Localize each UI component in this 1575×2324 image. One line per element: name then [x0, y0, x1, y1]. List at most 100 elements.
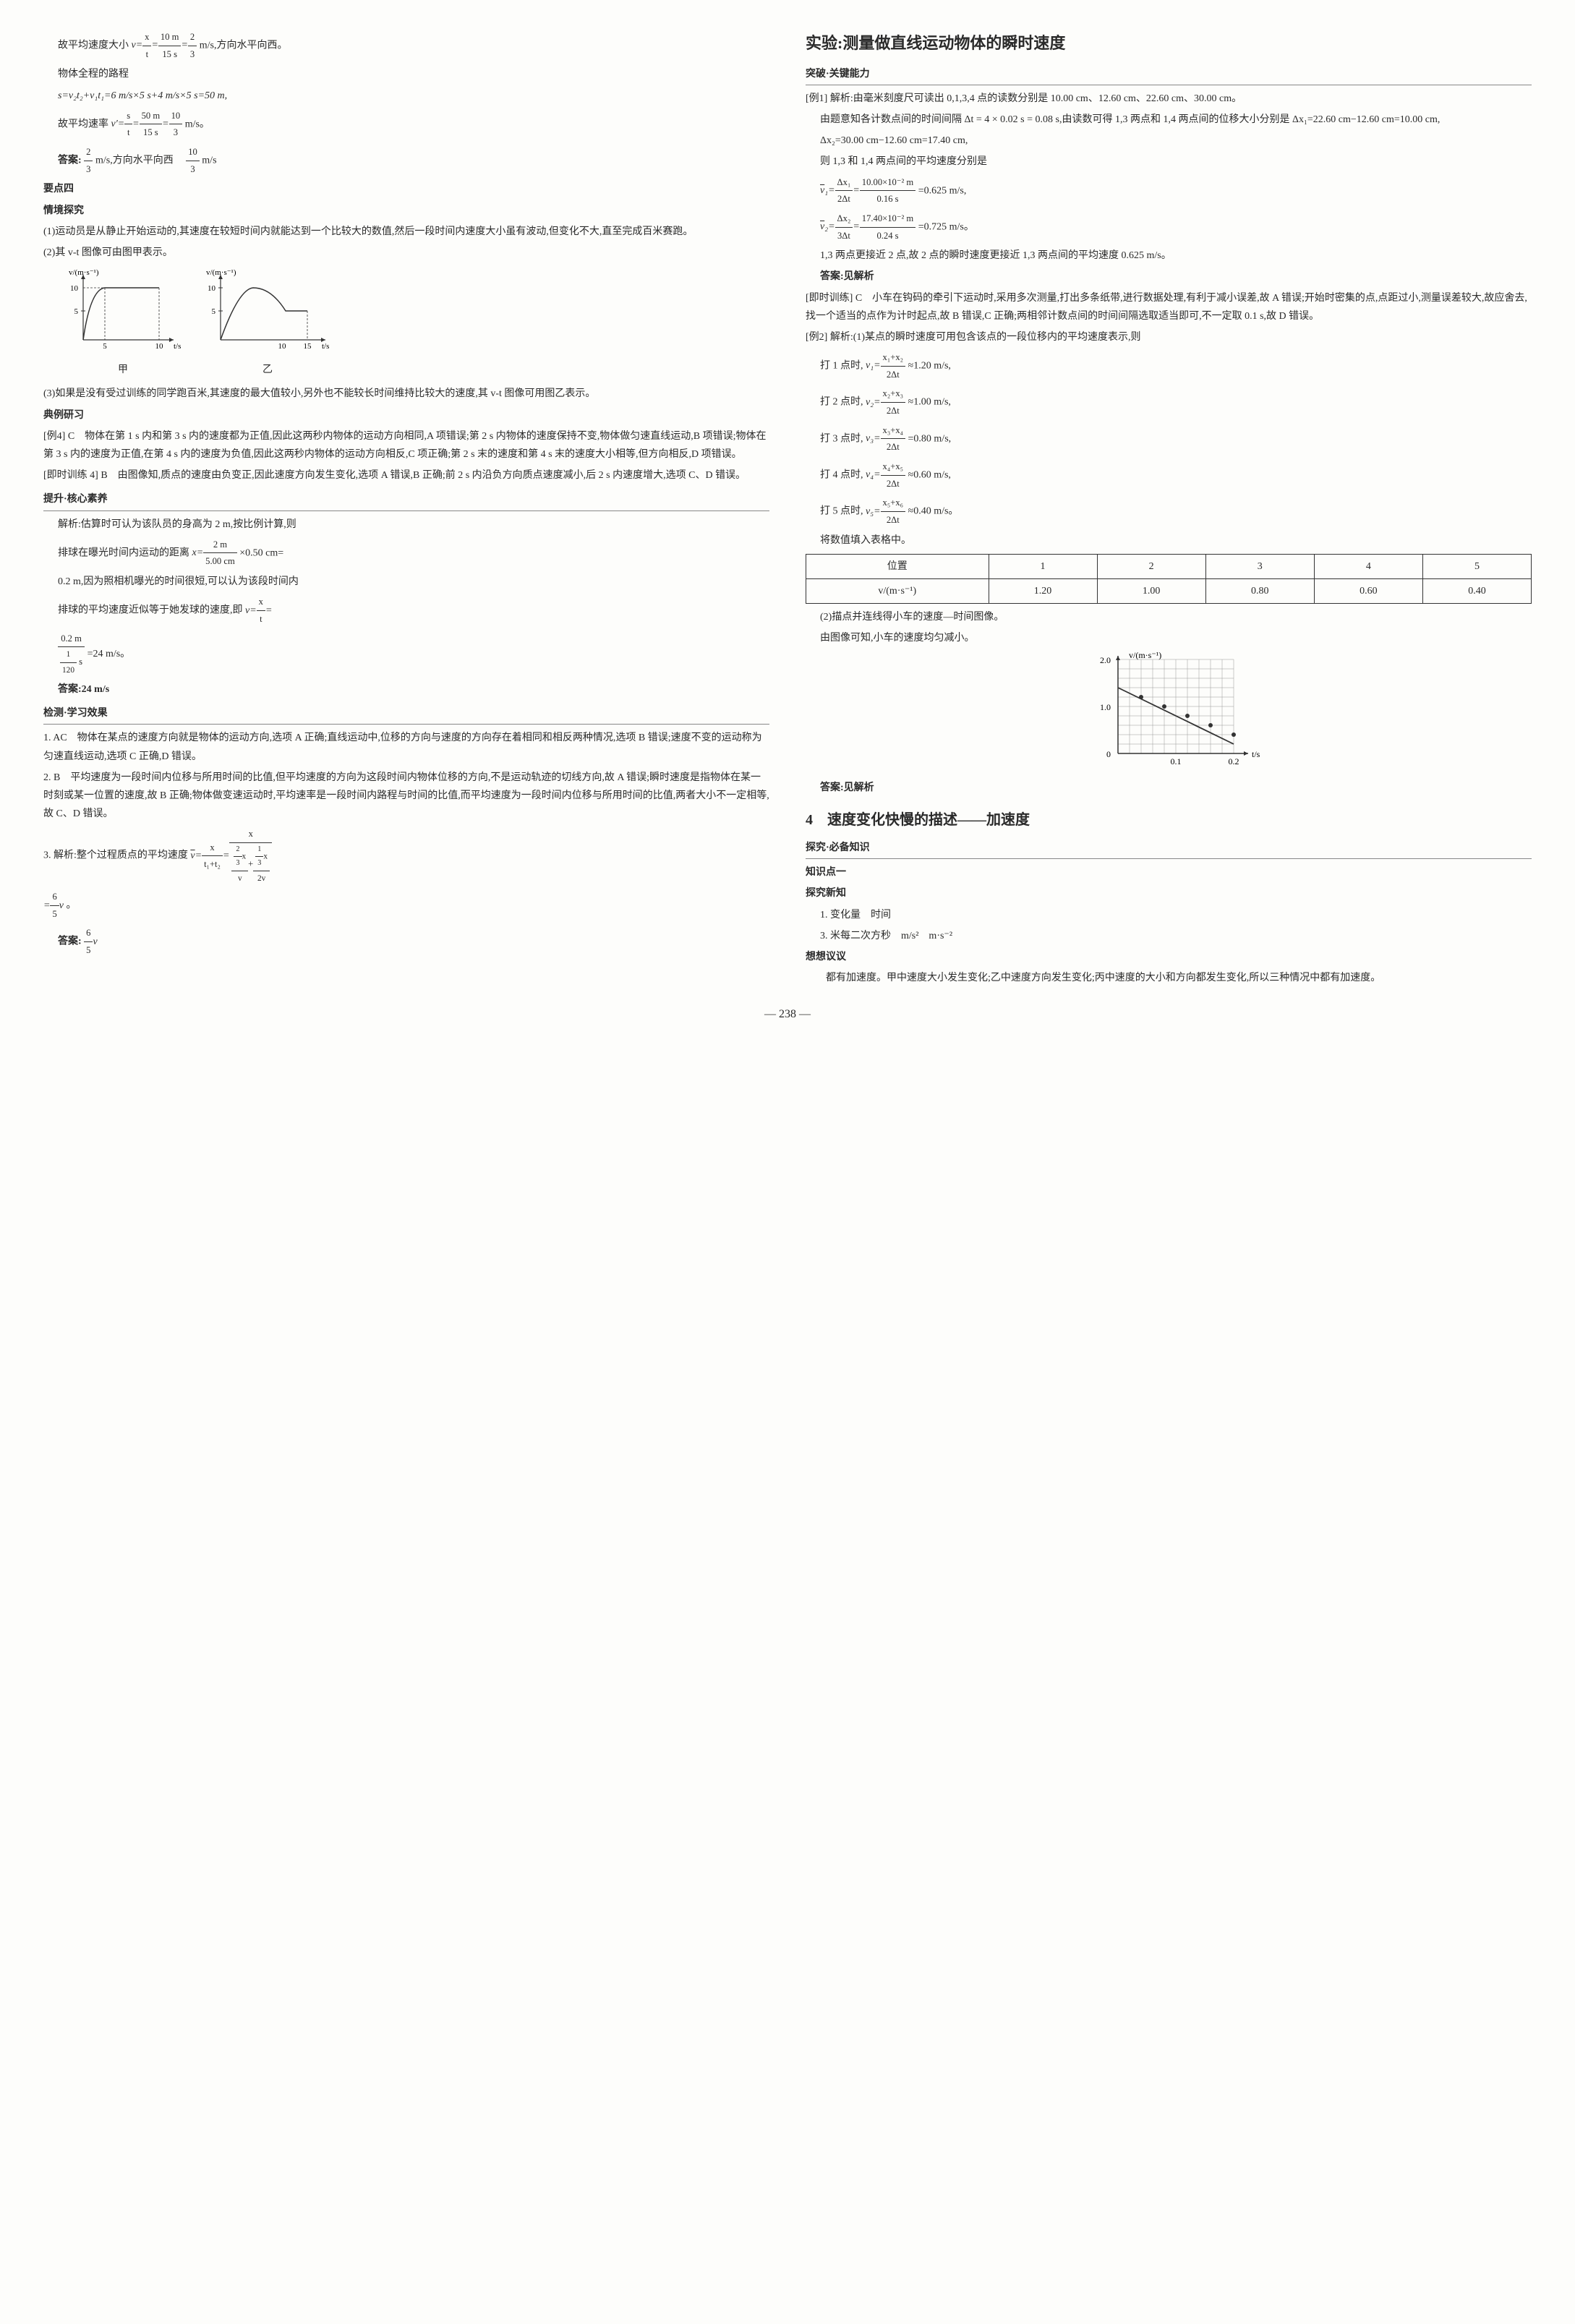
formula: 103: [186, 155, 200, 166]
formula: v₅=x₅+x₆2Δt: [866, 506, 905, 517]
formula: x=2 m5.00 cm: [192, 547, 237, 558]
text: 故平均速率: [58, 119, 111, 129]
formula-line: 0.2 m1120 s =24 m/s。: [43, 631, 769, 678]
table-header: 位置: [806, 554, 989, 578]
text: 打 1 点时,: [820, 360, 863, 371]
question-text: 2. B 平均速度为一段时间内位移与所用时间的比值,但平均速度的方向为这段时间内…: [43, 769, 769, 824]
formula: 0.2 m1120 s: [58, 649, 85, 659]
text-line: 由图像可知,小车的速度均匀减小。: [806, 629, 1532, 647]
text: =0.80 m/s,: [908, 433, 952, 444]
axis-tick: 10: [278, 342, 287, 351]
text: 故平均速度大小: [58, 40, 132, 51]
heading: 情境探究: [43, 202, 769, 220]
axis-label: t/s: [1252, 749, 1260, 759]
answer-line: 答案:见解析: [806, 779, 1532, 797]
axis-tick: 10: [70, 284, 79, 293]
example-text: [例2] 解析:(1)某点的瞬时速度可用包含该点的一段位移内的平均速度表示,则: [806, 328, 1532, 346]
vt-graph-container: 2.0 1.0 0 0.1 0.2 t/s v/(m·s⁻¹): [806, 652, 1532, 774]
table-cell: 1.00: [1097, 579, 1205, 604]
example-text: [例1] 解析:由毫米刻度尺可读出 0,1,3,4 点的读数分别是 10.00 …: [806, 90, 1532, 108]
section-heading: 探究·必备知识: [806, 839, 1532, 859]
section-heading: 提升·核心素养: [43, 490, 769, 510]
training-text: [即时训练] C 小车在钩码的牵引下运动时,采用多次测量,打出多条纸带,进行数据…: [806, 289, 1532, 325]
right-column: 实验:测量做直线运动物体的瞬时速度 突破·关键能力 [例1] 解析:由毫米刻度尺…: [806, 29, 1532, 990]
text: 排球在曝光时间内运动的距离: [58, 547, 192, 558]
heading: 想想议议: [806, 948, 1532, 966]
axis-tick: 5: [212, 307, 216, 316]
text: ≈0.60 m/s,: [908, 469, 951, 480]
answer-line: 答案: 65v: [43, 925, 769, 958]
formula-line: 打 3 点时, v₃=x₃+x₄2Δt =0.80 m/s,: [806, 422, 1532, 456]
axis-tick: 0.2: [1229, 756, 1239, 766]
table-cell: 0.60: [1314, 579, 1422, 604]
formula: v=xt=10 m15 s=23: [132, 40, 197, 51]
experiment-title: 实验:测量做直线运动物体的瞬时速度: [806, 29, 1532, 58]
vt-graph-jia-svg: 10 5 5 10 t/s v/(m·s⁻¹): [65, 268, 181, 354]
axis-tick: 0.1: [1171, 756, 1182, 766]
formula-line: v₂=Δx₂3Δt=17.40×10⁻² m0.24 s =0.725 m/s。: [806, 210, 1532, 244]
graph-jia: 10 5 5 10 t/s v/(m·s⁻¹) 甲: [65, 268, 181, 379]
text-line: 则 1,3 和 1,4 两点间的平均速度分别是: [806, 153, 1532, 171]
text: ×0.50 cm=: [239, 547, 283, 558]
table-header: 2: [1097, 554, 1205, 578]
axis-tick: 15: [304, 342, 312, 351]
text: ≈0.40 m/s。: [908, 506, 959, 517]
graph-pair: 10 5 5 10 t/s v/(m·s⁻¹) 甲: [65, 268, 769, 379]
heading: 知识点一: [806, 863, 1532, 881]
formula-line: v₁=Δx₁2Δt=10.00×10⁻² m0.16 s =0.625 m/s,: [806, 174, 1532, 208]
table-row: 位置 1 2 3 4 5: [806, 554, 1532, 578]
formula: v₁=x₁+x₂2Δt: [866, 360, 905, 371]
analysis-text: 解析:估算时可认为该队员的身高为 2 m,按比例计算,则: [43, 516, 769, 534]
axis-tick: 1.0: [1100, 702, 1111, 712]
text-line: 1,3 两点更接近 2 点,故 2 点的瞬时速度更接近 1,3 两点间的平均速度…: [806, 247, 1532, 265]
axis-label: t/s: [322, 342, 329, 351]
formula: v′=st=50 m15 s=103: [111, 119, 183, 129]
answer-label: 答案:: [58, 936, 82, 947]
axis-tick: 0: [1106, 749, 1111, 759]
training-text: [即时训练 4] B 由图像知,质点的速度由负变正,因此速度方向发生变化,选项 …: [43, 466, 769, 484]
text-line: Δx₂=30.00 cm−12.60 cm=17.40 cm,: [806, 132, 1532, 150]
formula-line: s=v₂t₂+v₁t₁=6 m/s×5 s+4 m/s×5 s=50 m,: [43, 87, 769, 105]
text: m/s,方向水平向西。: [200, 40, 288, 51]
text: 3. 解析:整个过程质点的平均速度: [43, 850, 188, 861]
text-line: 0.2 m,因为照相机曝光的时间很短,可以认为该段时间内: [43, 573, 769, 591]
graph-caption: 乙: [202, 361, 333, 379]
text: =24 m/s。: [88, 649, 131, 659]
text: m/s,方向水平向西: [95, 155, 184, 166]
text: =0.725 m/s。: [918, 221, 974, 232]
answer-line: 答案:24 m/s: [43, 680, 769, 699]
text: ≈1.20 m/s,: [908, 360, 951, 371]
formula: v₃=x₃+x₄2Δt: [866, 433, 905, 444]
axis-label: t/s: [174, 342, 181, 351]
formula-line: 打 2 点时, v₂=x₂+x₃2Δt ≈1.00 m/s,: [806, 385, 1532, 419]
text-line: (2)描点并连线得小车的速度—时间图像。: [806, 608, 1532, 626]
paragraph: (2)其 v-t 图像可由图甲表示。: [43, 244, 769, 262]
text: ≈1.00 m/s,: [908, 397, 951, 408]
formula: v₁=Δx₁2Δt=10.00×10⁻² m0.16 s: [820, 185, 915, 196]
graph-yi: 10 5 10 15 t/s v/(m·s⁻¹) 乙: [202, 268, 333, 379]
formula: =65v: [43, 900, 64, 911]
velocity-table: 位置 1 2 3 4 5 v/(m·s⁻¹) 1.20 1.00 0.80 0.…: [806, 554, 1532, 604]
formula: v=xt=: [245, 605, 272, 616]
text-line: 物体全程的路程: [43, 65, 769, 83]
paragraph: (1)运动员是从静止开始运动的,其速度在较短时间内就能达到一个比较大的数值,然后…: [43, 223, 769, 241]
vt-graph-svg: 2.0 1.0 0 0.1 0.2 t/s v/(m·s⁻¹): [1075, 652, 1263, 768]
question-text: 3. 解析:整个过程质点的平均速度 v=xt₁+t₂=x23xv+13x2v: [43, 826, 769, 886]
text-line: 1. 变化量 时间: [806, 906, 1532, 924]
text-line: 排球的平均速度近似等于她发球的速度,即 v=xt=: [43, 594, 769, 627]
text: 打 4 点时,: [820, 469, 863, 480]
text: 打 5 点时,: [820, 506, 863, 517]
answer-line: 答案: 23 m/s,方向水平向西 103 m/s: [43, 144, 769, 177]
axis-label: v/(m·s⁻¹): [1129, 652, 1161, 660]
question-text: 1. AC 物体在某点的速度方向就是物体的运动方向,选项 A 正确;直线运动中,…: [43, 729, 769, 765]
table-header: 5: [1422, 554, 1531, 578]
example-text: [例4] C 物体在第 1 s 内和第 3 s 内的速度都为正值,因此这两秒内物…: [43, 427, 769, 463]
formula: v₄=x₄+x₅2Δt: [866, 469, 905, 480]
formula: 65v: [84, 936, 98, 947]
table-header: 3: [1205, 554, 1314, 578]
section-heading: 检测·学习效果: [43, 704, 769, 725]
formula: v=xt₁+t₂=x23xv+13x2v: [190, 850, 272, 861]
heading: 探究新知: [806, 884, 1532, 902]
page-number: — 238 —: [43, 1004, 1532, 1025]
axis-tick: 5: [103, 342, 107, 351]
